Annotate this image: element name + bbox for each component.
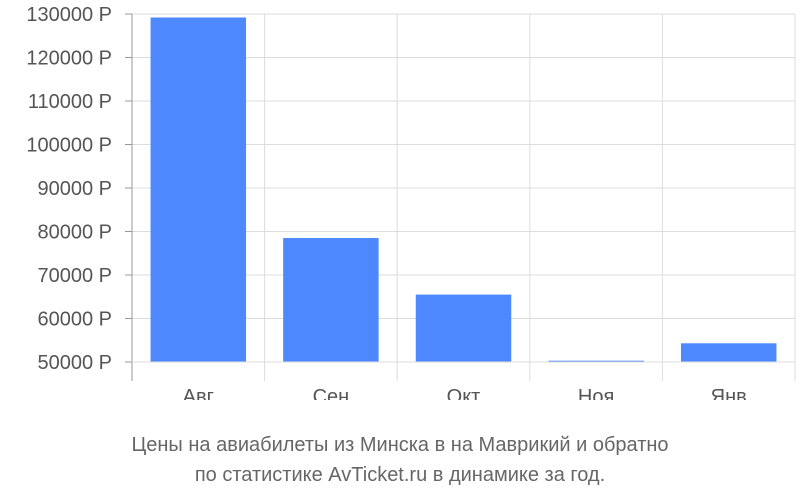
x-tick-label: Авг <box>183 386 214 400</box>
labels-layer: 50000 Р 60000 Р 70000 Р 80000 Р 90000 Р 10000… <box>26 4 746 400</box>
y-tick-label: 130000 Р <box>26 4 112 26</box>
x-tick-label: Янв <box>711 386 747 400</box>
y-tick-label: 80000 Р <box>37 222 112 244</box>
bar-5 <box>680 343 777 362</box>
y-tick-label: 120000 Р <box>26 48 112 70</box>
axis-layer <box>125 13 795 381</box>
bar-1 <box>150 17 247 362</box>
y-tick-label: 60000 Р <box>37 309 112 331</box>
x-tick-label: Ноя <box>578 386 614 400</box>
x-tick-label: Окт <box>447 386 481 400</box>
y-tick-label: 70000 Р <box>37 265 112 287</box>
y-tick-label: 90000 Р <box>37 178 112 200</box>
y-tick-label: 100000 Р <box>26 135 112 157</box>
y-tick-label: 50000 Р <box>37 352 112 374</box>
bar-chart: 50000 Р 60000 Р 70000 Р 80000 Р 90000 Р 10000… <box>26 4 796 400</box>
chart-caption-line-2: по статистике AvTicket.ru в динамике за … <box>194 464 606 486</box>
x-tick-label: Сен <box>313 386 350 400</box>
y-tick-label: 110000 Р <box>28 91 112 113</box>
chart-caption-line-1: Цены на авиабилеты из Минска в на Маврик… <box>131 434 669 456</box>
bar-3 <box>415 294 512 362</box>
bars-layer <box>150 17 777 362</box>
bar-2 <box>283 238 379 362</box>
bar-4 <box>548 360 644 362</box>
